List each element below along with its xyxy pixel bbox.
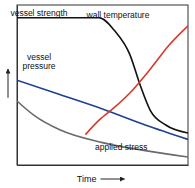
series-line bbox=[17, 101, 188, 157]
y-arrow bbox=[8, 69, 9, 98]
plot-frame bbox=[17, 5, 188, 165]
series-group bbox=[17, 18, 188, 157]
series-label: vesselpressure bbox=[22, 52, 55, 71]
series-label: wall temperature bbox=[86, 10, 150, 20]
x-axis-title: Time bbox=[77, 174, 97, 184]
plot-area bbox=[17, 5, 189, 166]
series-line bbox=[17, 80, 188, 139]
series-line bbox=[85, 26, 188, 135]
x-axis bbox=[18, 165, 189, 166]
y-axis bbox=[17, 6, 18, 166]
x-arrow bbox=[101, 179, 125, 180]
series-label-line: pressure bbox=[22, 61, 55, 71]
axis-line bbox=[17, 6, 18, 166]
series-label: vessel strength bbox=[10, 8, 67, 18]
series-line bbox=[17, 18, 188, 133]
series-label: applied stress bbox=[95, 142, 147, 152]
axis-line bbox=[18, 165, 189, 166]
chart: vessel strength vesselpressure wall temper… bbox=[0, 0, 195, 188]
